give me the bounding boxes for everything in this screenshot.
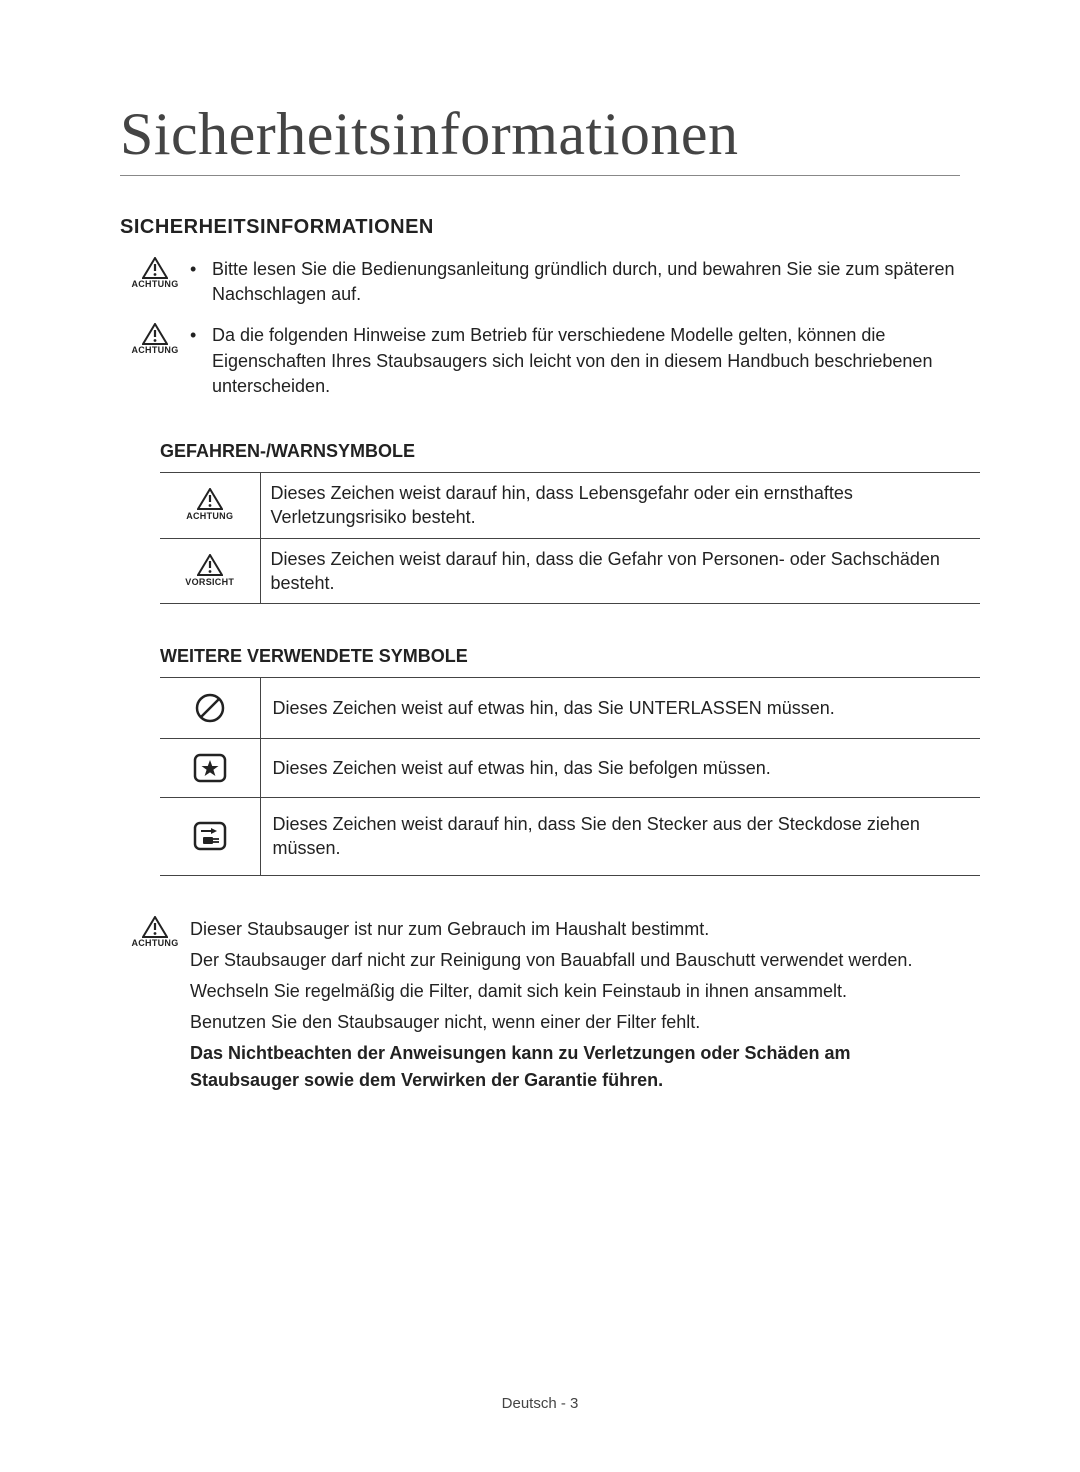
warning-triangle-icon <box>142 323 168 345</box>
section-heading: SICHERHEITSINFORMATIONEN <box>120 216 960 239</box>
other-row3-text: Dieses Zeichen weist darauf hin, dass Si… <box>260 798 980 876</box>
bullet-icon: • <box>190 323 212 399</box>
page-footer: Deutsch - 3 <box>0 1395 1080 1412</box>
safety-p1: Dieser Staubsauger ist nur zum Gebrauch … <box>190 916 960 943</box>
page-title: Sicherheitsinformationen <box>120 100 960 176</box>
bullet-icon: • <box>190 257 212 307</box>
table-row: VORSICHT Dieses Zeichen weist darauf hin… <box>160 538 980 604</box>
warning-icon-block: ACHTUNG <box>120 257 190 289</box>
safety-p5-bold: Das Nichtbeachten der Anweisungen kann z… <box>190 1040 960 1094</box>
follow-star-icon <box>193 753 227 783</box>
warning-label: ACHTUNG <box>120 279 190 289</box>
other-row2-text: Dieses Zeichen weist auf etwas hin, das … <box>260 739 980 798</box>
hazard-row1-text: Dieses Zeichen weist darauf hin, dass Le… <box>260 472 980 538</box>
warning-label: ACHTUNG <box>170 510 250 522</box>
other-row1-text: Dieses Zeichen weist auf etwas hin, das … <box>260 678 980 739</box>
table-row: ACHTUNG Dieses Zeichen weist darauf hin,… <box>160 472 980 538</box>
table-row: Dieses Zeichen weist darauf hin, dass Si… <box>160 798 980 876</box>
warning-label: ACHTUNG <box>120 345 190 355</box>
hazard-row2-text: Dieses Zeichen weist darauf hin, dass di… <box>260 538 980 604</box>
prohibit-icon <box>194 692 226 724</box>
safety-p3: Wechseln Sie regelmäßig die Filter, dami… <box>190 978 960 1005</box>
notice-text-2: Da die folgenden Hinweise zum Betrieb fü… <box>212 323 960 399</box>
warning-label: ACHTUNG <box>120 938 190 948</box>
notice-text-1: Bitte lesen Sie die Bedienungsanleitung … <box>212 257 960 307</box>
table-row: Dieses Zeichen weist auf etwas hin, das … <box>160 678 980 739</box>
caution-triangle-icon <box>197 554 223 576</box>
hazard-symbol-table: ACHTUNG Dieses Zeichen weist darauf hin,… <box>160 472 980 604</box>
notice-row-2: ACHTUNG • Da die folgenden Hinweise zum … <box>120 323 960 399</box>
warning-icon-block: ACHTUNG <box>120 916 190 1098</box>
other-symbol-table: Dieses Zeichen weist auf etwas hin, das … <box>160 677 980 876</box>
subheading-other: WEITERE VERWENDETE SYMBOLE <box>160 646 960 667</box>
warning-triangle-icon <box>197 488 223 510</box>
unplug-icon <box>193 821 227 851</box>
warning-triangle-icon <box>142 257 168 279</box>
subheading-hazard: GEFAHREN-/WARNSYMBOLE <box>160 441 960 462</box>
safety-paragraph-block: ACHTUNG Dieser Staubsauger ist nur zum G… <box>120 916 960 1098</box>
table-row: Dieses Zeichen weist auf etwas hin, das … <box>160 739 980 798</box>
warning-label: VORSICHT <box>170 576 250 588</box>
warning-icon-block: ACHTUNG <box>120 323 190 355</box>
safety-p4: Benutzen Sie den Staubsauger nicht, wenn… <box>190 1009 960 1036</box>
safety-p2: Der Staubsauger darf nicht zur Reinigung… <box>190 947 960 974</box>
notice-row-1: ACHTUNG • Bitte lesen Sie die Bedienungs… <box>120 257 960 307</box>
warning-triangle-icon <box>142 916 168 938</box>
